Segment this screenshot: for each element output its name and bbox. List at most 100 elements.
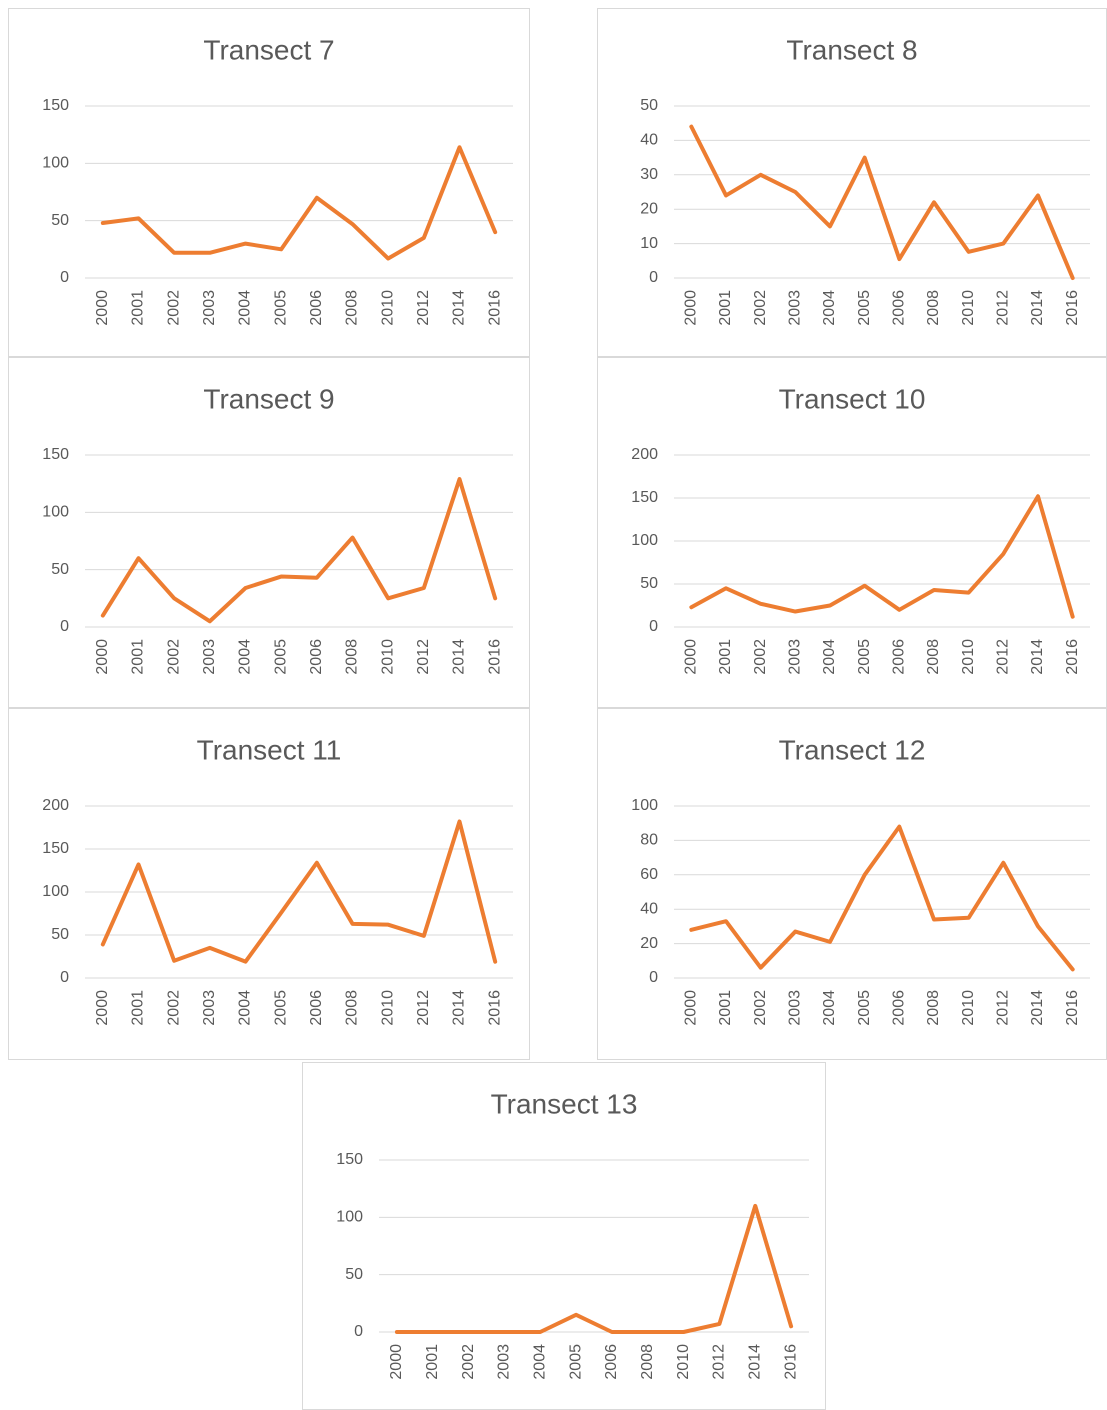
x-tick-label: 2010	[960, 290, 977, 326]
y-tick-label: 20	[640, 200, 658, 217]
chart-title: Transect 12	[779, 734, 926, 765]
x-tick-label: 2008	[344, 990, 361, 1026]
x-tick-label: 2002	[752, 639, 769, 675]
line	[100, 819, 498, 964]
x-tick-label: 2010	[379, 290, 396, 326]
y-tick-label: 150	[42, 840, 69, 857]
y-tick-label: 0	[649, 618, 658, 635]
y-tick-label: 0	[649, 269, 658, 286]
chart-title: Transect 11	[197, 734, 342, 765]
y-tick-label: 100	[42, 883, 69, 900]
chart-panel: Transect 11 0 50 100 150 200 2000 2001 2002 2003 2…	[8, 708, 530, 1060]
y-tick-label: 0	[354, 1323, 363, 1340]
x-tick-label: 2006	[891, 639, 908, 675]
x-tick-label: 2010	[960, 990, 977, 1026]
y-tick-label: 150	[42, 446, 69, 463]
y-tick-label: 0	[60, 969, 69, 986]
x-tick-label: 2004	[821, 290, 838, 326]
x-tick-label: 2012	[995, 639, 1012, 675]
x-tick-label: 2001	[717, 990, 734, 1026]
line	[689, 494, 1075, 619]
x-tick-label: 2012	[995, 290, 1012, 326]
y-tick-label: 0	[60, 618, 69, 635]
x-tick-label: 2008	[344, 290, 361, 326]
x-tick-label: 2014	[1029, 290, 1046, 326]
chart-panel: Transect 9 0 50 100 150 2000 2001 2002 2003 2004 2…	[8, 357, 530, 708]
x-tick-label: 2001	[130, 290, 147, 326]
y-tick-label: 0	[649, 969, 658, 986]
x-tick-label: 2003	[496, 1344, 513, 1380]
y-tick-label: 150	[631, 489, 658, 506]
panel-border	[597, 357, 1107, 708]
x-tick-label: 2014	[1029, 990, 1046, 1026]
y-tick-label: 30	[640, 166, 658, 183]
x-tick-label: 2004	[531, 1344, 548, 1380]
panel-border	[302, 1062, 826, 1410]
y-tick-label: 50	[640, 575, 658, 592]
x-tick-label: 2000	[94, 639, 111, 675]
x-tick-label: 2006	[891, 990, 908, 1026]
x-tick-label: 2003	[787, 290, 804, 326]
line	[100, 145, 498, 261]
y-tick-label: 10	[640, 235, 658, 252]
y-tick-label: 50	[51, 561, 69, 578]
x-tick-label: 2001	[717, 290, 734, 326]
y-tick-label: 150	[42, 97, 69, 114]
x-tick-label: 2000	[94, 990, 111, 1026]
chart-panel: Transect 12 0 20 40 60 80 100 2000 2001 2002 2003 2…	[597, 708, 1107, 1060]
line	[689, 124, 1075, 280]
x-tick-label: 2012	[415, 639, 432, 675]
x-tick-label: 2003	[787, 639, 804, 675]
x-tick-label: 2002	[460, 1344, 477, 1380]
x-tick-label: 2006	[308, 990, 325, 1026]
y-tick-label: 200	[631, 446, 658, 463]
x-tick-label: 2006	[308, 639, 325, 675]
y-tick-label: 50	[51, 212, 69, 229]
x-tick-label: 2006	[308, 290, 325, 326]
panel-border	[8, 708, 530, 1060]
x-tick-label: 2002	[165, 639, 182, 675]
x-tick-label: 2003	[787, 990, 804, 1026]
x-tick-label: 2014	[451, 290, 468, 326]
x-tick-label: 2012	[995, 990, 1012, 1026]
y-tick-label: 100	[631, 797, 658, 814]
y-tick-label: 40	[640, 132, 658, 149]
chart-panel: Transect 7 0 50 100 150 2000 2001 2002 2003 2004 2…	[8, 8, 530, 357]
x-tick-label: 2005	[567, 1344, 584, 1380]
x-tick-label: 2000	[683, 290, 700, 326]
y-tick-label: 40	[640, 900, 658, 917]
x-tick-label: 2003	[201, 990, 218, 1026]
x-tick-label: 2002	[752, 990, 769, 1026]
y-tick-label: 150	[336, 1151, 363, 1168]
x-tick-label: 2001	[130, 990, 147, 1026]
y-tick-label: 100	[336, 1209, 363, 1226]
x-tick-label: 2010	[379, 639, 396, 675]
x-tick-label: 2005	[856, 639, 873, 675]
x-tick-label: 2001	[424, 1344, 441, 1380]
chart-panel: Transect 10 0 50 100 150 200 2000 2001 2002 2003 2…	[597, 357, 1107, 708]
x-tick-label: 2016	[486, 639, 503, 675]
chart-title: Transect 13	[491, 1088, 638, 1119]
chart-title: Transect 8	[786, 34, 917, 65]
x-tick-label: 2001	[130, 639, 147, 675]
x-tick-label: 2002	[752, 290, 769, 326]
x-tick-label: 2003	[201, 290, 218, 326]
x-tick-label: 2006	[891, 290, 908, 326]
chart-panel: Transect 13 0 50 100 150 2000 2001 2002 2003 2004…	[302, 1062, 826, 1410]
x-tick-label: 2004	[237, 290, 254, 326]
x-tick-label: 2000	[683, 639, 700, 675]
x-tick-label: 2014	[1029, 639, 1046, 675]
panel-border	[597, 708, 1107, 1060]
x-tick-label: 2004	[237, 990, 254, 1026]
x-tick-label: 2016	[486, 290, 503, 326]
chart-title: Transect 7	[203, 34, 334, 65]
y-tick-label: 100	[42, 504, 69, 521]
x-tick-label: 2005	[856, 290, 873, 326]
x-tick-label: 2004	[821, 990, 838, 1026]
y-tick-label: 20	[640, 935, 658, 952]
chart-panel: Transect 8 0 10 20 30 40 50 2000 2001 2002 2003 200…	[597, 8, 1107, 357]
x-tick-label: 2014	[451, 639, 468, 675]
x-tick-label: 2008	[344, 639, 361, 675]
x-tick-label: 2002	[165, 290, 182, 326]
line	[100, 477, 498, 624]
